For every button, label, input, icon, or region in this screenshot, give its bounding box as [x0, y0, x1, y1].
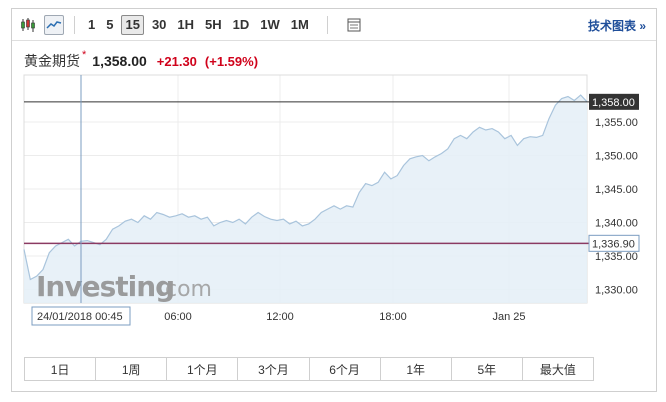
price-change: +21.30 — [156, 54, 197, 69]
interval-1h[interactable]: 1H — [177, 16, 195, 32]
x-tick-label: Jan 25 — [492, 311, 525, 323]
timeframe-1m[interactable]: 1个月 — [167, 358, 239, 380]
timeframe-6m[interactable]: 6个月 — [310, 358, 381, 380]
interval-1[interactable]: 1 — [88, 16, 96, 32]
y-tick-label: 1,335.00 — [595, 251, 638, 263]
technical-chart-link[interactable]: 技术图表 » — [587, 19, 646, 33]
timeframe-1d[interactable]: 1日 — [25, 358, 97, 380]
toolbar-divider — [74, 15, 75, 34]
price-chart[interactable]: Investing .com 1,355.001,350.001,345.001… — [12, 9, 656, 391]
quote-header: 黄金期货 * 1,358.00 +21.30 (+1.59%) — [24, 49, 259, 73]
timeframe-bar: 1日 1周 1个月 3个月 6个月 1年 5年 最大值 — [24, 357, 594, 381]
instrument-name: 黄金期货 — [24, 53, 80, 69]
x-tick-label: 12:00 — [266, 311, 294, 323]
crosshair-time-label: 24/01/2018 00:45 — [31, 306, 131, 326]
interval-1d[interactable]: 1D — [232, 16, 250, 32]
interval-30[interactable]: 30 — [151, 16, 167, 32]
interval-15[interactable]: 15 — [121, 14, 144, 35]
interval-5h[interactable]: 5H — [205, 16, 222, 32]
x-axis: 06:00 12:00 18:00 Jan 25 — [164, 311, 525, 323]
prev-close-label-text: 1,336.90 — [592, 238, 635, 250]
y-tick-label: 1,355.00 — [595, 117, 638, 129]
x-tick-label: 06:00 — [164, 311, 192, 323]
x-tick-label: 18:00 — [379, 311, 407, 323]
crosshair-time-label-bg — [31, 306, 131, 326]
investing-watermark: Investing .com — [36, 270, 212, 303]
timeframe-1w[interactable]: 1周 — [96, 358, 168, 380]
interval-5[interactable]: 5 — [106, 16, 114, 32]
realtime-marker: * — [82, 49, 87, 61]
chart-toolbar: 1 5 15 30 1H 5H 1D 1W 1M 技术图表 » — [12, 9, 656, 41]
price-area — [24, 95, 587, 303]
price-change-percent: (+1.59%) — [204, 54, 259, 69]
crosshair-time-label-text: 24/01/2018 00:45 — [37, 311, 123, 323]
data-table-icon[interactable] — [344, 15, 364, 35]
watermark-suffix: .com — [158, 277, 212, 302]
timeframe-5y[interactable]: 5年 — [452, 358, 523, 380]
price-line — [23, 94, 588, 281]
timeframe-1y[interactable]: 1年 — [381, 358, 452, 380]
current-price-label-text: 1,358.00 — [592, 97, 635, 109]
timeframe-3m[interactable]: 3个月 — [238, 358, 310, 380]
prev-close-label: 1,336.90 — [588, 234, 640, 252]
y-tick-label: 1,345.00 — [595, 184, 638, 196]
line-chart-icon[interactable] — [44, 14, 64, 35]
toolbar-divider — [326, 15, 328, 34]
y-axis: 1,355.00 1,350.00 1,345.00 1,340.00 1,335.00… — [595, 117, 638, 297]
y-tick-label: 1,330.00 — [595, 285, 638, 297]
chart-widget: 1 5 15 30 1H 5H 1D 1W 1M 技术图表 » 黄金期货 * 1… — [11, 8, 657, 392]
current-price-label-bg — [589, 93, 639, 110]
timeframe-max[interactable]: 最大值 — [539, 362, 576, 377]
interval-1w[interactable]: 1W — [260, 16, 280, 32]
prev-close-label-bg — [588, 234, 640, 252]
candlestick-icon[interactable] — [18, 15, 38, 35]
watermark-brand: Investing — [36, 270, 174, 303]
interval-1m[interactable]: 1M — [290, 16, 309, 32]
current-price-label: 1,358.00 — [589, 93, 639, 110]
y-tick-label: 1,340.00 — [595, 218, 638, 230]
last-price: 1,358.00 — [92, 53, 147, 69]
y-tick-label: 1,350.00 — [595, 150, 638, 162]
